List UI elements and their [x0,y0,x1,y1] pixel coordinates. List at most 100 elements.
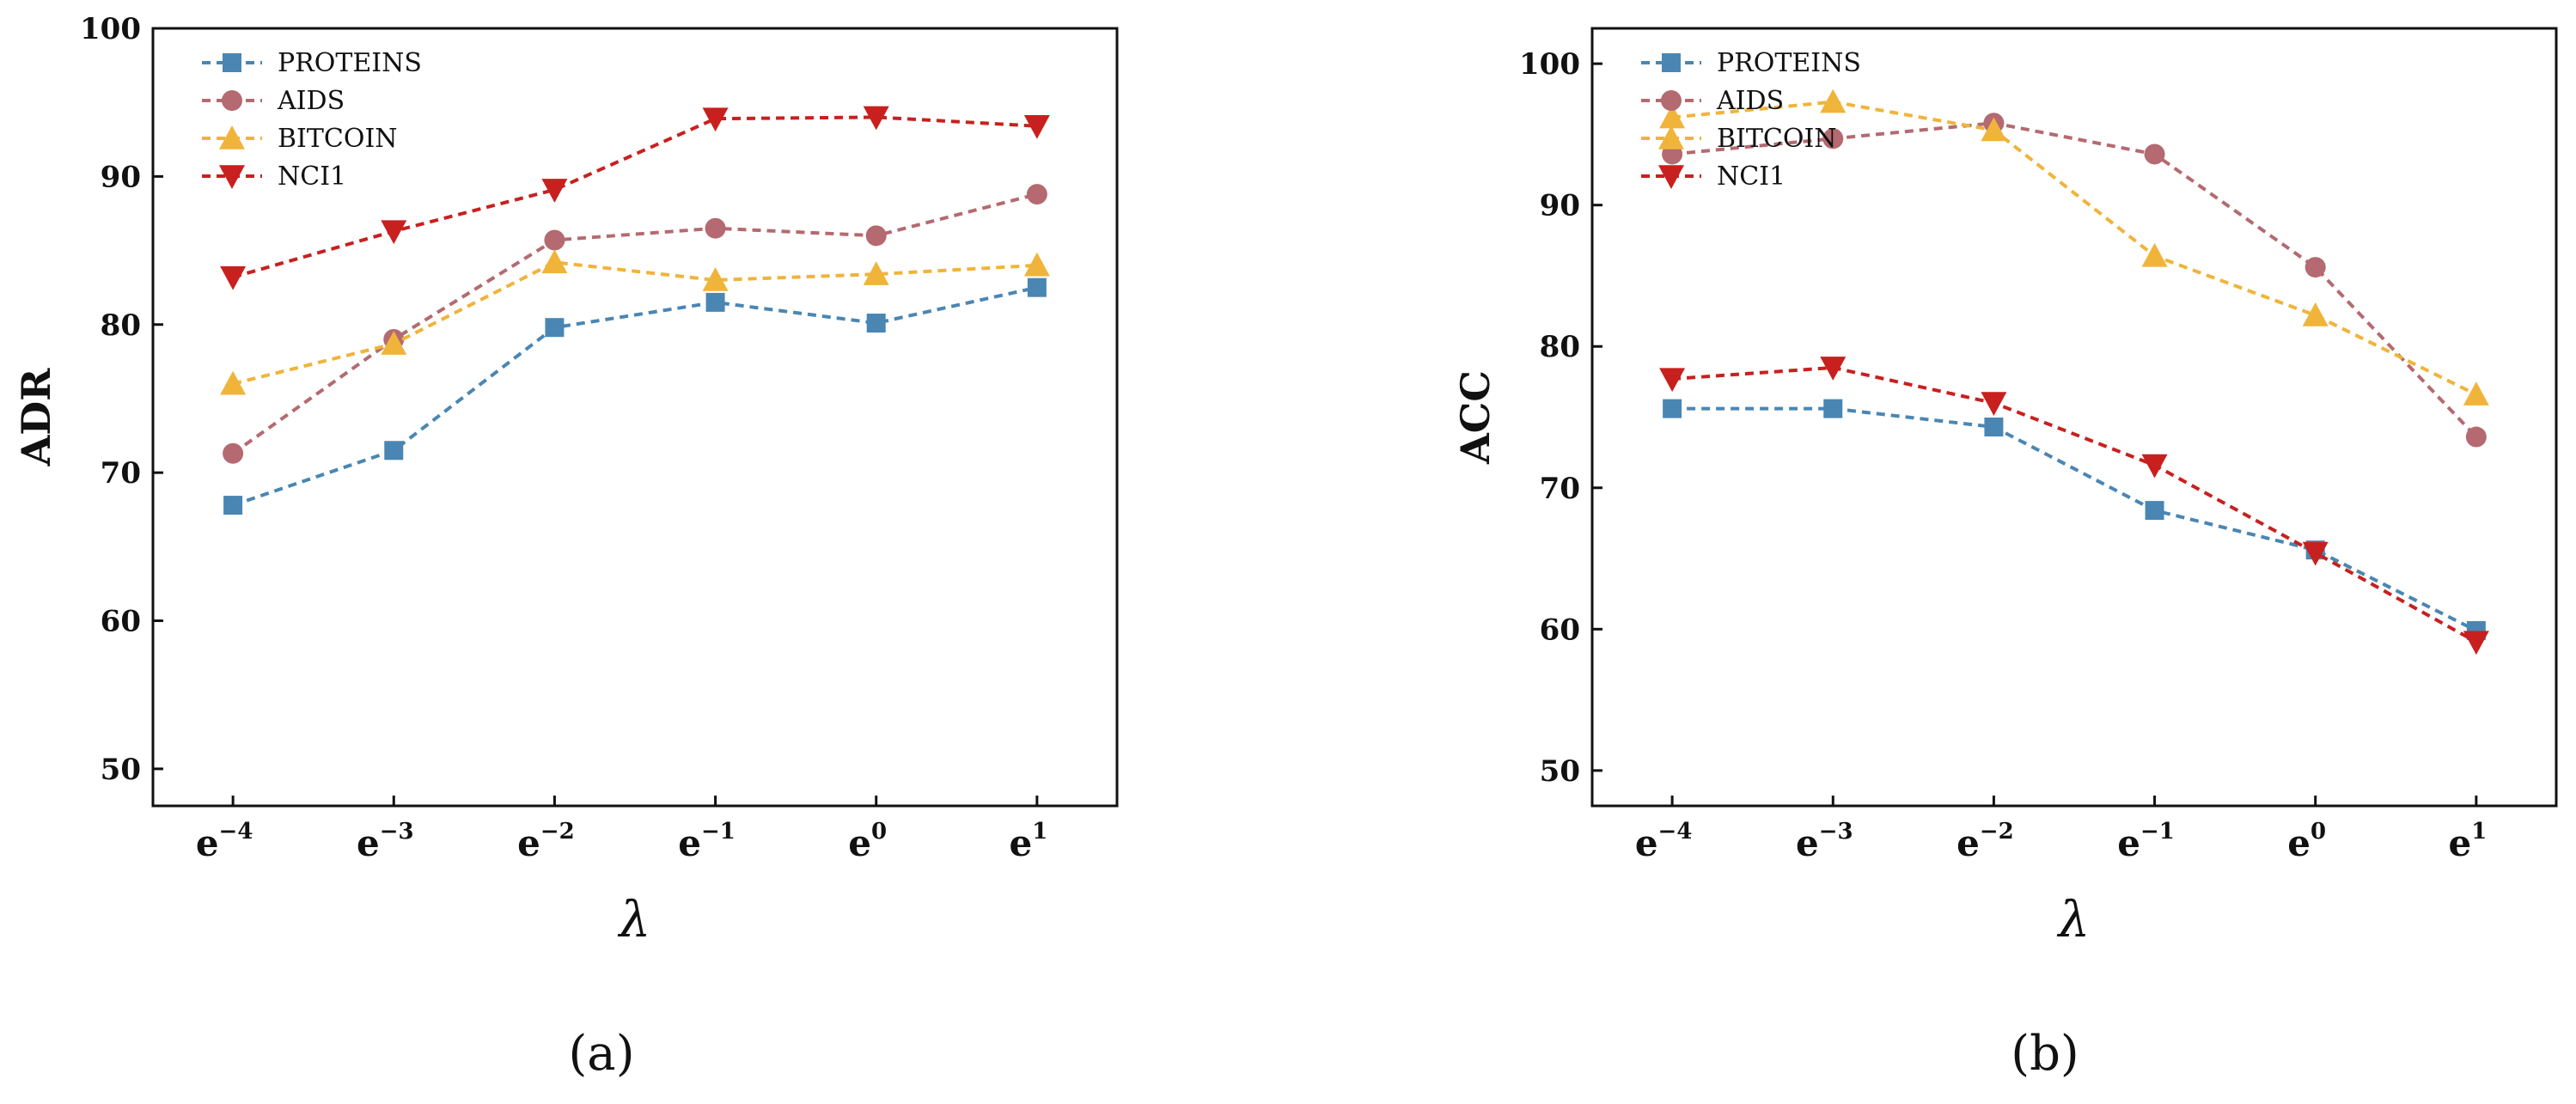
data-point-bitcoin [2302,302,2329,326]
data-point-nci1 [541,179,568,203]
y-tick-label: 60 [101,605,141,639]
data-point-proteins [1027,278,1047,297]
data-point-proteins [1663,399,1682,418]
data-point-nci1 [220,265,247,290]
data-point-bitcoin [863,261,889,285]
y-tick-label: 70 [1540,472,1580,506]
data-point-bitcoin [381,331,407,355]
data-point-bitcoin [1023,252,1050,277]
series-line-bitcoin [232,260,1037,386]
plot-frame [1590,27,2558,808]
legend-marker [223,53,241,72]
data-point-proteins [705,292,725,312]
data-point-nci1 [863,106,889,131]
data-point-aids [544,229,565,251]
y-tick-label: 80 [1540,330,1580,364]
data-point-aids [223,442,244,464]
panel-label: (a) [568,1026,634,1082]
chart-panel-a: 50 60 70 80 90 100 e−4 e−3 e−2 e−1 e0 e1 ADR λ PROTEIN… [13,12,1119,1082]
x-tick-label: e0 [848,819,887,864]
legend-label: PROTEINS [278,48,422,78]
x-tick-label: e1 [1009,819,1047,864]
legend-marker [222,90,242,111]
data-point-bitcoin [702,267,729,291]
y-axis-title: ADR [13,368,59,467]
data-point-nci1 [1981,392,2007,417]
x-tick-label: e−3 [357,819,414,864]
x-axis-title: λ [2057,890,2091,948]
data-point-aids [2144,143,2165,165]
legend-marker [1658,125,1684,149]
series-line-bitcoin [1671,100,2477,396]
data-point-aids [705,217,726,239]
y-tick-label: 60 [1540,613,1580,647]
data-point-proteins [384,441,404,461]
data-point-proteins [866,314,886,333]
series-line-aids [231,192,1038,455]
y-tick-label: 70 [101,456,141,491]
data-point-nci1 [1659,368,1686,393]
legend-marker [219,165,245,189]
data-point-nci1 [702,107,729,132]
data-point-aids [2304,257,2326,278]
data-point-nci1 [1023,115,1050,139]
y-tick-label: 50 [1540,754,1580,789]
data-point-nci1 [381,220,407,245]
data-point-proteins [223,496,243,515]
data-point-nci1 [2463,631,2489,656]
x-tick-label: e−4 [1635,819,1693,864]
x-axis-title: λ [618,890,651,948]
series-line-nci1 [232,115,1037,279]
y-tick-label: 50 [101,753,141,787]
data-point-aids [1822,128,1844,149]
legend-label: AIDS [277,86,345,116]
x-tick-label: e−3 [1796,819,1853,864]
data-point-bitcoin [2141,242,2168,267]
y-tick-label: 90 [1540,189,1580,223]
y-tick-label: 100 [80,12,141,46]
data-point-bitcoin [1659,104,1686,129]
legend-label: NCI1 [278,162,346,192]
y-axis-title: ACC [1452,370,1499,465]
series-line-nci1 [1671,365,2477,643]
data-point-bitcoin [1981,117,2007,142]
data-point-proteins [1984,418,2004,437]
data-point-bitcoin [2463,381,2489,406]
legend-label: NCI1 [1717,162,1785,192]
x-tick-label: e−1 [2117,819,2175,864]
data-point-bitcoin [1820,88,1847,113]
plot-frame [151,27,1119,808]
legend-label: BITCOIN [1717,124,1837,154]
x-tick-label: e−2 [1956,819,2014,864]
data-point-nci1 [2141,454,2168,479]
legend-label: AIDS [1716,86,1784,116]
data-point-aids [865,225,887,247]
x-tick-label: e−2 [517,819,575,864]
x-tick-label: e1 [2448,819,2487,864]
legend-marker [1662,53,1681,72]
data-point-proteins [545,318,565,338]
y-tick-label: 80 [101,308,141,343]
legend-marker [1658,165,1684,189]
legend: PROTEINS AIDS BITCOIN NCI1 [1641,48,1861,192]
series-line-proteins [232,285,1038,507]
x-tick-label: e0 [2287,819,2326,864]
data-point-aids [2465,426,2487,448]
data-point-bitcoin [541,249,568,274]
x-tick-label: e−4 [196,819,253,864]
panel-label: (b) [2011,1026,2079,1082]
legend: PROTEINS AIDS BITCOIN NCI1 [202,48,422,192]
legend-label: BITCOIN [278,124,398,154]
y-tick-label: 90 [101,160,141,194]
y-tick-label: 100 [1519,47,1580,82]
chart-panel-b: 50 60 70 80 90 100 e−4 e−3 e−2 e−1 e0 e1 ACC λ PROTEIN… [1452,27,2558,1082]
data-point-nci1 [1820,357,1847,381]
data-point-nci1 [2302,541,2329,566]
legend-marker [219,125,245,149]
x-tick-label: e−1 [678,819,736,864]
data-point-bitcoin [220,370,247,395]
series-line-proteins [1672,406,2477,632]
legend-label: PROTEINS [1717,48,1861,78]
data-point-proteins [2145,501,2164,521]
